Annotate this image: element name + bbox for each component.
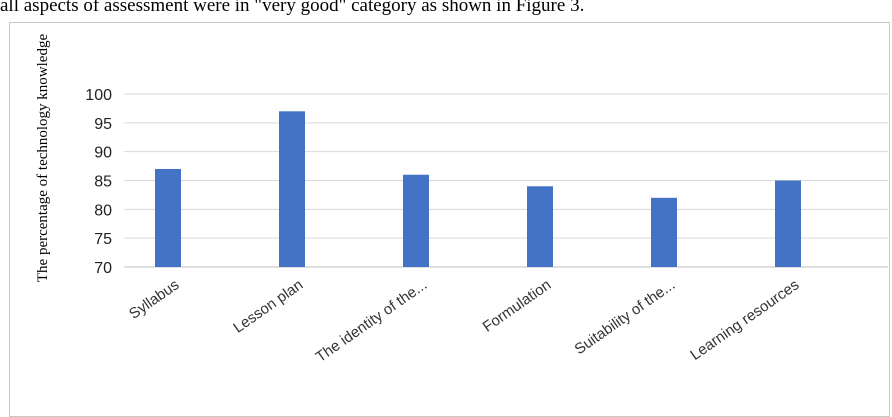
y-tick-labels: 70 75 80 85 90 95 100 xyxy=(85,87,112,277)
x-tick-labels: Syllabus Lesson plan The identity of the..… xyxy=(126,276,802,365)
bar xyxy=(279,111,305,267)
x-tick-label: Learning resources xyxy=(687,276,802,364)
bar xyxy=(651,197,677,267)
x-tick-label: Syllabus xyxy=(126,276,182,322)
bar xyxy=(155,168,181,267)
bar xyxy=(527,186,553,267)
y-tick-label: 80 xyxy=(94,202,112,219)
bar xyxy=(775,180,801,267)
y-axis-label: The percentage of technology knowledge xyxy=(35,34,51,283)
y-tick-label: 95 xyxy=(94,116,112,133)
y-tick-label: 70 xyxy=(94,260,112,277)
x-tick-label: Formulation xyxy=(480,276,555,335)
x-tick-label: Lesson plan xyxy=(230,276,306,336)
y-tick-label: 90 xyxy=(94,145,112,162)
grid-lines xyxy=(124,93,888,239)
y-tick-label: 85 xyxy=(94,174,112,191)
caption-text: all aspects of assessment were in "very … xyxy=(0,0,585,16)
y-tick-label: 100 xyxy=(85,87,112,104)
bars xyxy=(155,111,801,267)
bar xyxy=(403,174,429,267)
x-tick-label: Suitability of the... xyxy=(572,276,679,358)
y-tick-label: 75 xyxy=(94,231,112,248)
x-tick-label: The identity of the... xyxy=(313,276,431,365)
